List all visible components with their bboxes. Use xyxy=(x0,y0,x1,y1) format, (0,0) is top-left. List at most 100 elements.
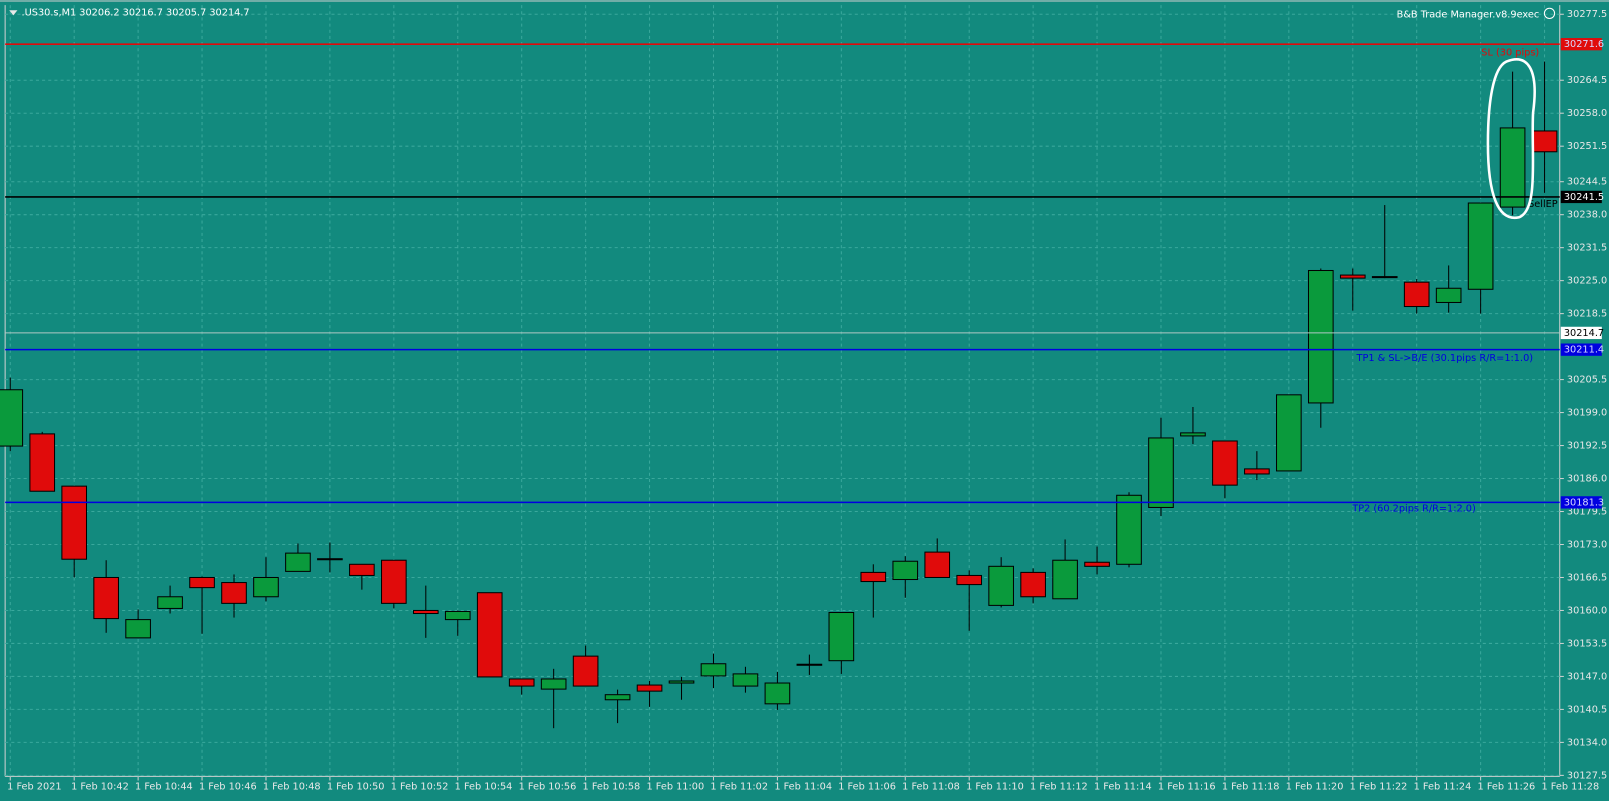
x-tick-label: 1 Feb 10:46 xyxy=(199,782,257,793)
candle-body xyxy=(476,592,503,678)
bid-label-box xyxy=(1560,326,1602,340)
candle-body xyxy=(157,596,183,609)
candle-body xyxy=(860,571,887,583)
candle-body xyxy=(189,576,215,589)
y-tick-label: 30277.5 xyxy=(1567,9,1607,20)
y-tick-label: 30166.5 xyxy=(1567,572,1607,583)
candle-body xyxy=(1307,269,1334,404)
marks: 30214.7 30271.6 SL (30 pips) 30241.5 SellEP 3… xyxy=(0,38,1604,729)
candle-body xyxy=(924,551,951,578)
level-description: TP2 (60.2pips R/R=1:2.0) xyxy=(1351,504,1476,515)
y-tick-label: 30238.0 xyxy=(1567,210,1607,221)
candle-body xyxy=(732,673,759,687)
candle-body xyxy=(796,663,823,666)
level-label-box xyxy=(1560,343,1602,356)
candle-body xyxy=(0,389,24,447)
candle-body xyxy=(668,680,695,684)
level-label-box xyxy=(1560,496,1602,509)
x-tick-label: 1 Feb 11:14 xyxy=(1094,782,1152,793)
bid-label: 30214.7 xyxy=(1564,328,1604,339)
candle-body xyxy=(1212,440,1238,486)
y-tick-label: 30199.0 xyxy=(1567,408,1607,419)
candle-body xyxy=(1244,468,1270,475)
x-tick-label: 1 Feb 10:52 xyxy=(391,782,449,793)
x-tick-label: 1 Feb 11:10 xyxy=(966,782,1024,793)
candle-body xyxy=(764,682,791,705)
level-description: SL (30 pips) xyxy=(1481,47,1539,58)
x-tick-label: 1 Feb 11:12 xyxy=(1030,782,1088,793)
candle-body xyxy=(1084,561,1110,567)
candle-body xyxy=(349,563,375,576)
candle-body xyxy=(1052,559,1078,600)
y-tick-label: 30192.5 xyxy=(1567,441,1607,452)
level-value-label: 30211.4 xyxy=(1564,345,1604,356)
x-tick-label: 1 Feb 10:42 xyxy=(71,782,129,793)
candle-body xyxy=(1467,202,1494,290)
candle-body xyxy=(572,655,599,687)
candle-body xyxy=(317,558,343,561)
candle-body xyxy=(444,610,471,621)
y-tick-label: 30205.5 xyxy=(1567,375,1607,386)
level-label-box xyxy=(1560,190,1602,204)
candle-body xyxy=(285,552,311,572)
candle-body xyxy=(892,560,919,581)
level-value-label: 30181.3 xyxy=(1564,497,1604,508)
hand-drawn-ellipse xyxy=(1486,58,1536,220)
y-tick-label: 30160.0 xyxy=(1567,605,1607,616)
y-tick-label: 30173.0 xyxy=(1567,540,1607,551)
indicator-icon[interactable] xyxy=(1543,7,1556,19)
x-tick-label: 1 Feb 11:22 xyxy=(1350,782,1408,793)
candle-body xyxy=(636,684,663,692)
x-tick-label: 1 Feb 11:00 xyxy=(646,782,704,793)
x-tick-label: 1 Feb 10:48 xyxy=(263,782,321,793)
grid: 30277.5 30264.5 30258.0 30251.5 30244.5 30238… xyxy=(5,5,1607,793)
candle-body xyxy=(956,574,983,586)
x-tick-label: 1 Feb 10:56 xyxy=(519,782,577,793)
candle-body xyxy=(828,611,855,662)
x-tick-label: 1 Feb 11:08 xyxy=(902,782,960,793)
candle-body xyxy=(61,485,88,560)
x-tick-label: 1 Feb 10:58 xyxy=(583,782,641,793)
x-tick-label: 1 Feb 11:24 xyxy=(1414,782,1472,793)
y-tick-label: 30127.5 xyxy=(1567,770,1607,781)
level-value-label: 30271.6 xyxy=(1564,39,1604,50)
candle-body xyxy=(93,576,119,620)
y-tick-label: 30153.5 xyxy=(1567,638,1607,649)
candle-body xyxy=(604,694,631,701)
candle-body xyxy=(1180,432,1206,437)
level-label-box xyxy=(1560,38,1602,51)
x-tick-label: 1 Feb 11:28 xyxy=(1541,782,1599,793)
candle-body xyxy=(540,678,567,690)
level-description: TP1 & SL->B/E (30.1pips R/R=1:1.0) xyxy=(1356,353,1534,364)
y-tick-label: 30186.0 xyxy=(1567,474,1607,485)
candle-body xyxy=(1116,494,1142,565)
candle-body xyxy=(988,565,1014,606)
x-tick-label: 1 Feb 10:44 xyxy=(135,782,193,793)
y-tick-label: 30225.0 xyxy=(1567,276,1607,287)
candle-body xyxy=(29,433,56,492)
menu-arrow[interactable] xyxy=(9,10,18,16)
chart-title: .US30.s,M1 30206.2 30216.7 30205.7 30214… xyxy=(22,7,250,18)
candle-body xyxy=(1403,281,1430,308)
candle-body xyxy=(1499,127,1526,208)
candle-body xyxy=(1531,130,1558,153)
x-tick-label: 1 Feb 10:54 xyxy=(455,782,513,793)
y-tick-label: 30264.5 xyxy=(1567,75,1607,86)
candle-body xyxy=(700,663,727,677)
candle-body xyxy=(1020,571,1046,598)
x-tick-label: 1 Feb 11:06 xyxy=(838,782,896,793)
candle-body xyxy=(1371,276,1398,279)
candle-body xyxy=(1339,274,1366,279)
y-tick-label: 30134.0 xyxy=(1567,737,1607,748)
candle-body xyxy=(253,576,279,598)
y-tick-label: 30258.0 xyxy=(1567,108,1607,119)
y-tick-label: 30147.0 xyxy=(1567,671,1607,682)
level-value-label: 30241.5 xyxy=(1564,192,1604,203)
x-tick-label: 1 Feb 10:50 xyxy=(327,782,385,793)
x-tick-label: 1 Feb 11:26 xyxy=(1478,782,1536,793)
candle-body xyxy=(412,609,439,615)
candle-body xyxy=(381,559,407,604)
